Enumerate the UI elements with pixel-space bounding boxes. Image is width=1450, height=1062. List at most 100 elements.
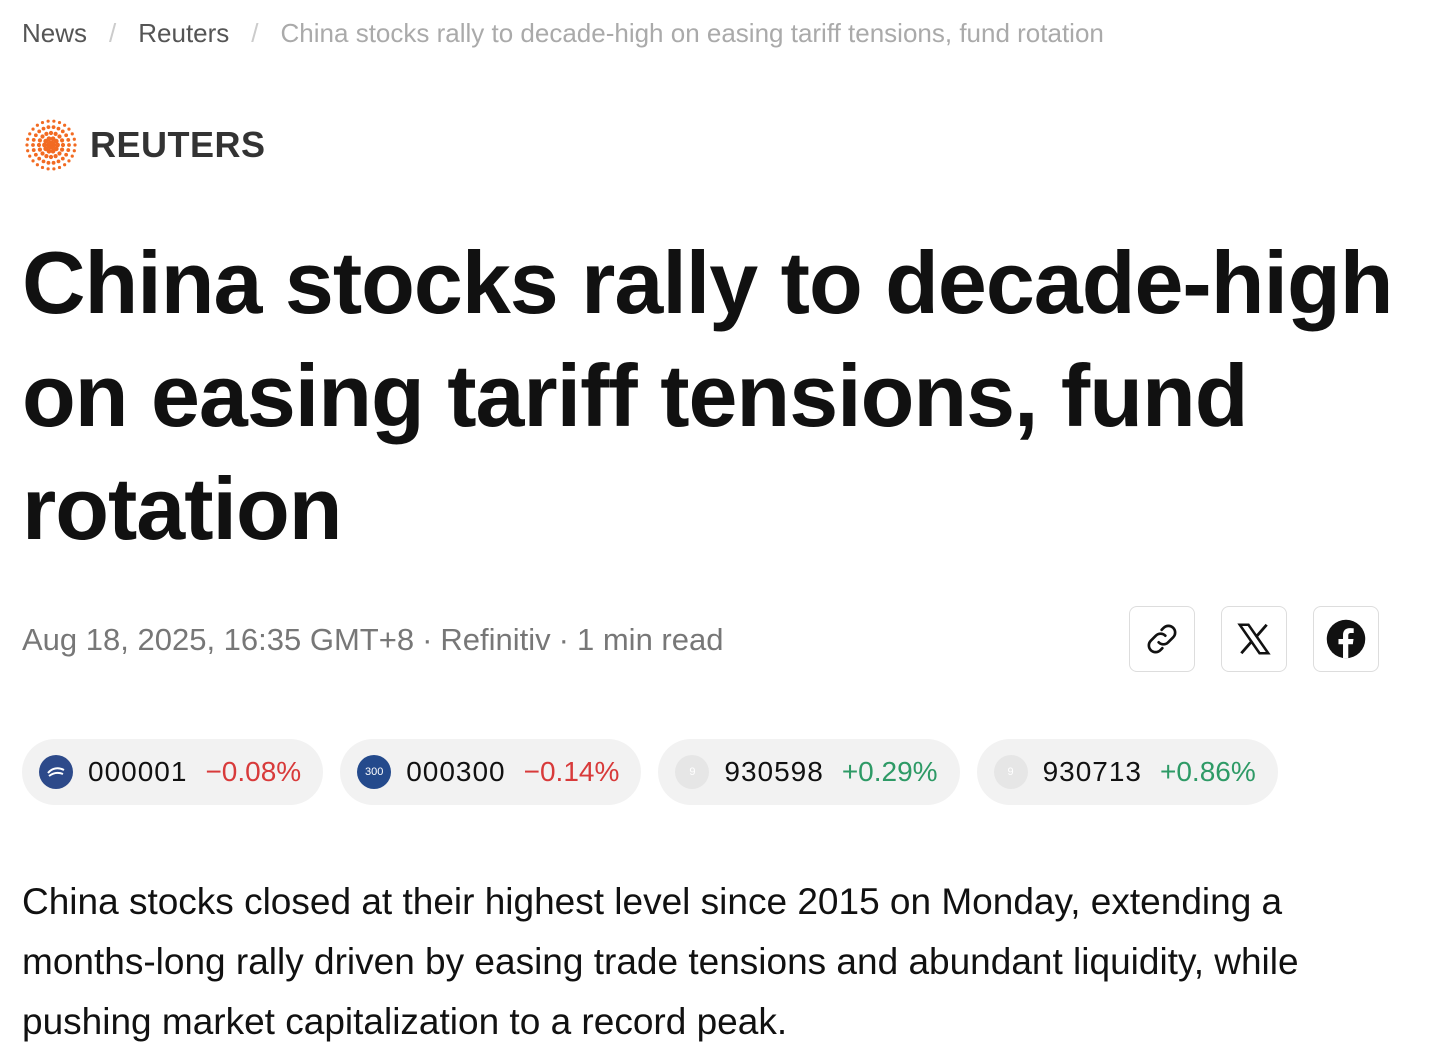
share-facebook-button[interactable] [1313,606,1379,672]
read-time: 1 min read [577,622,724,657]
logo-dot [70,154,74,158]
logo-dot [60,156,65,161]
logo-dot [55,142,60,148]
logo-dot [56,159,61,164]
breadcrumb: News / Reuters / China stocks rally to decad… [22,18,1104,49]
logo-dot [37,129,42,134]
logo-dot [53,131,58,137]
logo-dot [44,131,49,137]
ticker-icon [39,755,73,789]
logo-dot [40,120,45,125]
ticker-pill[interactable]: 000001 −0.08% [22,739,324,805]
ticker-icon: 300 [357,755,392,789]
logo-dot [70,132,74,136]
logo-dot [48,130,54,136]
breadcrumb-separator: / [109,18,117,48]
breadcrumb-separator: / [251,18,259,48]
logo-dot [53,138,59,144]
logo-dot [28,132,32,136]
logo-dot [36,142,42,148]
publisher-name: REUTERS [90,124,266,165]
logo-dot [56,126,61,131]
logo-dot [31,143,35,147]
logo-dot [50,148,56,154]
copy-link-button[interactable] [1129,606,1195,672]
logo-dot [41,126,46,131]
logo-dot [59,147,65,152]
ticker-pill[interactable]: 300 000300 −0.14% [340,739,642,805]
logo-dot [26,149,30,153]
ticker-change: +0.86% [1160,756,1256,787]
logo-dot [25,143,29,147]
logo-dot [72,137,76,141]
logo-dot [63,123,67,127]
ticker-code: 930713 [1042,756,1142,787]
logo-dot [42,142,47,148]
logo-dot [46,125,51,130]
ticker-change: −0.14% [523,756,620,787]
ticker-code: 000001 [88,756,188,787]
logo-dot [26,137,30,141]
article-body: China stocks closed at their highest lev… [22,881,1299,1042]
logo-dot [46,167,50,171]
logo-dot [31,148,36,152]
logo-dot [60,142,66,148]
link-icon [1147,624,1177,654]
x-icon [1237,623,1271,655]
article-title: China stocks rally to decade-high on eas… [22,233,1393,558]
ticker-change: −0.08% [205,756,302,787]
breadcrumb-link[interactable]: News [22,18,88,48]
logo-dot [66,148,71,152]
logo-dot [35,163,39,167]
logo-dot [67,143,71,147]
logo-dot [43,146,49,152]
logo-dot [52,167,56,171]
ticker-change: +0.29% [841,756,938,787]
logo-dot [73,143,77,147]
logo-dot [53,153,58,159]
ticker-code: 000300 [406,756,506,787]
logo-dot [64,152,69,157]
logo-dot [48,154,54,160]
logo-dot [67,127,71,131]
meta-separator: · [422,622,433,657]
ticker-pill[interactable]: 9 930713 +0.86% [976,739,1278,805]
publisher-logo[interactable]: REUTERS [20,116,266,174]
meta-separator: · [558,622,569,657]
logo-dot [31,138,36,142]
ticker-pill[interactable]: 9 930598 +0.29% [658,739,960,805]
logo-dot [57,134,62,139]
logo-dot [46,136,52,142]
logo-dot [63,163,67,167]
facebook-icon [1326,619,1366,659]
ticker-code: 930598 [724,756,824,787]
logo-dot [57,120,62,125]
date: Aug 18, 2025, 16:35 GMT+8 [22,622,415,657]
logo-dot [60,129,65,134]
logo-dot [31,159,35,163]
logo-dot [46,119,50,123]
ticker-list: 000001 −0.08% 300 000300 −0.14% 9 930598 +0.29%… [22,739,1278,805]
logo-dot [44,153,49,159]
logo-dot [49,140,55,146]
ticker-icon: 9 [993,755,1028,789]
logo-dot [33,133,38,138]
logo-dot [37,156,42,161]
logo-dot [41,159,46,164]
logo-dot [40,165,45,170]
logo-dot [72,149,76,153]
logo-dot [51,160,56,165]
logo-dot [57,151,62,156]
breadcrumb-current: China stocks rally to decade-high on eas… [280,18,1104,48]
source: Refinitiv [440,622,551,657]
logo-dot [64,133,69,138]
logo-dot [57,165,62,170]
article-meta: Aug 18, 2025, 16:35 GMT+8 · Refinitiv · 1 mi… [22,622,723,658]
share-x-button[interactable] [1221,606,1287,672]
logo-dot [46,160,51,165]
logo-dot [31,127,35,131]
logo-dot [40,151,45,156]
logo-dot [66,138,71,142]
breadcrumb-link[interactable]: Reuters [138,18,230,48]
